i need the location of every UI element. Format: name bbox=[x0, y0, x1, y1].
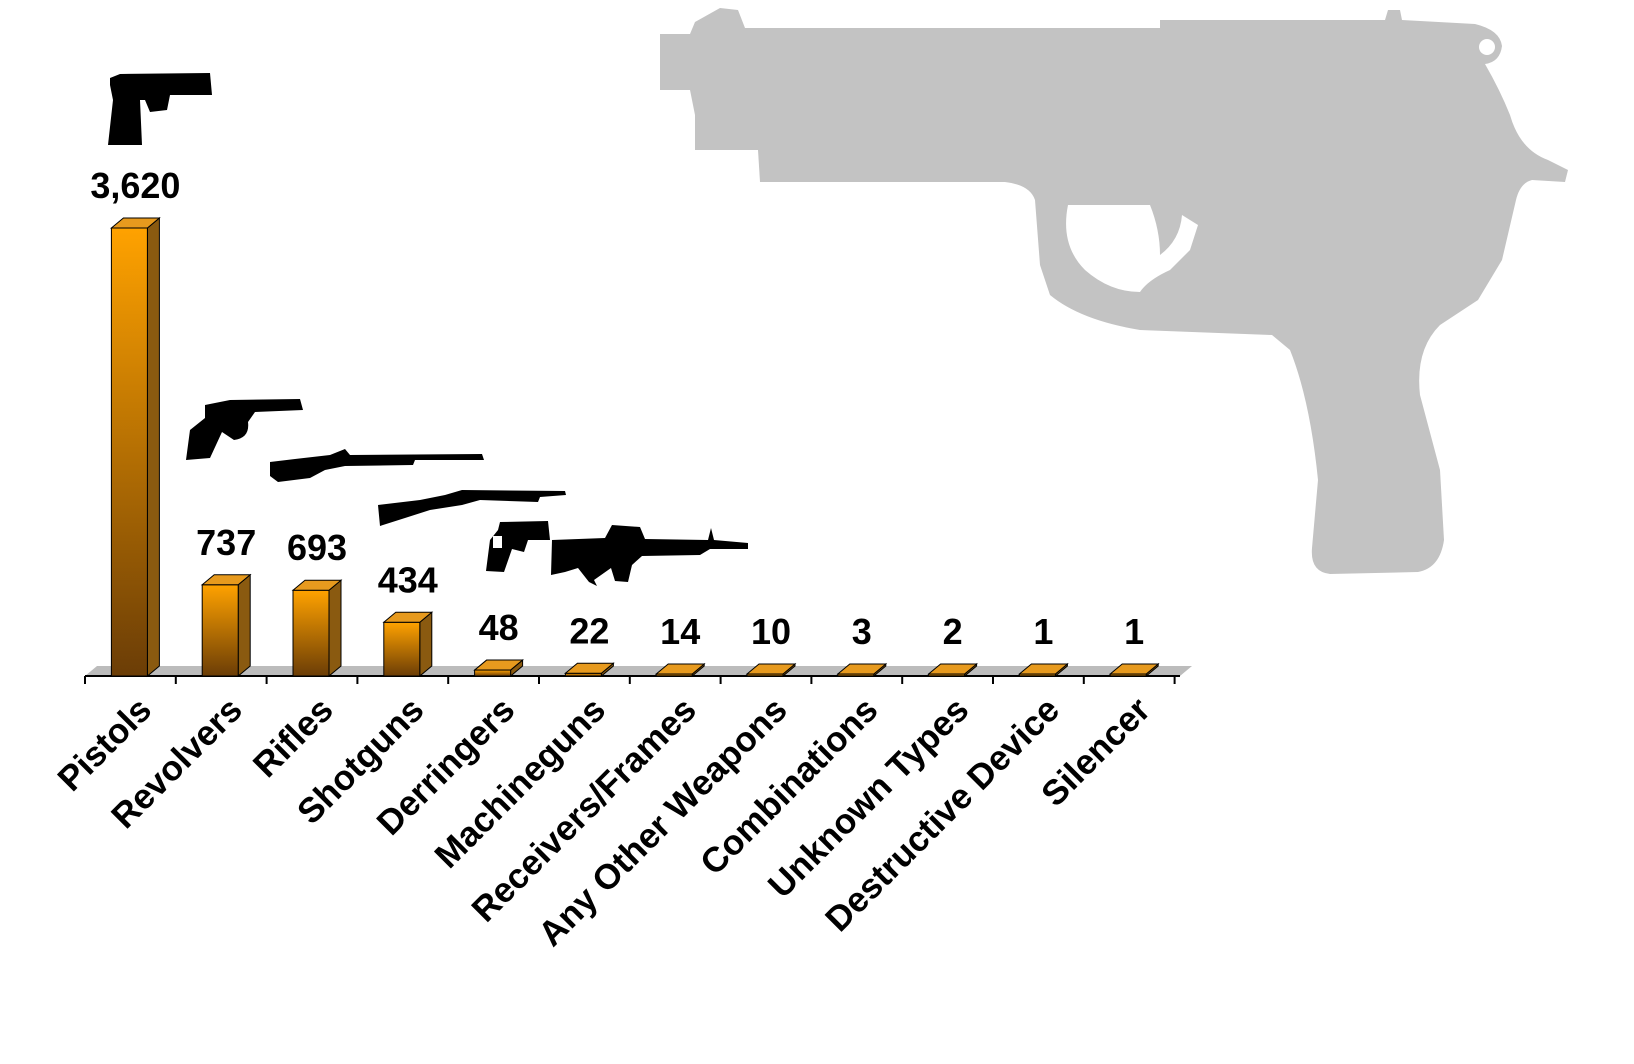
bar-any-other-weapons bbox=[745, 662, 797, 678]
data-label: 434 bbox=[378, 559, 438, 600]
bar-combinations bbox=[836, 662, 888, 678]
shotgun-icon bbox=[378, 490, 566, 526]
bar-side bbox=[419, 611, 433, 678]
bar-top bbox=[382, 611, 434, 623]
bar-top bbox=[564, 662, 615, 674]
bar-front bbox=[474, 669, 512, 677]
bar-shotguns bbox=[382, 611, 434, 678]
pistol-silhouette-icon bbox=[660, 8, 1568, 574]
data-label: 10 bbox=[751, 611, 791, 652]
data-label: 22 bbox=[569, 610, 609, 651]
derringer-icon bbox=[486, 521, 550, 572]
bar-unknown-types bbox=[927, 662, 978, 678]
bar-top bbox=[654, 663, 706, 675]
bar-front bbox=[383, 621, 421, 677]
bar-machineguns bbox=[564, 662, 615, 678]
bar-top bbox=[110, 217, 161, 229]
data-label: 693 bbox=[287, 527, 347, 568]
chart-floor bbox=[85, 666, 1192, 676]
bar-receivers-frames bbox=[654, 662, 706, 678]
bar-pistols bbox=[110, 216, 161, 678]
data-label: 1 bbox=[1033, 611, 1053, 652]
data-label: 2 bbox=[943, 611, 963, 652]
bar-top bbox=[1018, 663, 1069, 675]
bar-derringers bbox=[473, 658, 524, 678]
bar-top bbox=[200, 574, 252, 586]
bar-revolvers bbox=[200, 573, 252, 678]
bar-side bbox=[237, 573, 251, 678]
assault-rifle-icon bbox=[551, 525, 748, 586]
x-tick-labels: PistolsRevolversRiflesShotgunsDerringers… bbox=[50, 690, 1158, 954]
data-label: 14 bbox=[660, 611, 700, 652]
bar-destructive-device bbox=[1018, 662, 1069, 678]
revolver-icon bbox=[186, 399, 303, 460]
x-axis-ticks bbox=[84, 676, 1176, 684]
data-label: 737 bbox=[196, 522, 256, 563]
bar-series bbox=[110, 216, 1160, 678]
bar-side bbox=[146, 216, 160, 678]
bar-side bbox=[328, 579, 342, 678]
bar-front bbox=[110, 227, 148, 677]
data-label: 3 bbox=[852, 611, 872, 652]
data-label: 1 bbox=[1124, 611, 1144, 652]
rifle-icon bbox=[270, 449, 484, 482]
bar-top bbox=[1108, 663, 1160, 675]
pistol-icon bbox=[108, 73, 212, 145]
data-label: 48 bbox=[479, 607, 519, 648]
bar-front bbox=[292, 589, 330, 677]
bar-top bbox=[836, 663, 888, 675]
bar-silencer bbox=[1108, 662, 1160, 678]
bar-top bbox=[291, 579, 343, 591]
data-labels: 3,620 737 693 434 48 22 14 10 3 2 1 1 bbox=[90, 165, 1144, 652]
bar-front bbox=[201, 584, 239, 677]
bar-top bbox=[473, 659, 524, 671]
bar-rifles bbox=[291, 579, 343, 678]
bar-top bbox=[927, 663, 978, 675]
bar-top bbox=[745, 663, 797, 675]
data-label: 3,620 bbox=[90, 165, 180, 206]
